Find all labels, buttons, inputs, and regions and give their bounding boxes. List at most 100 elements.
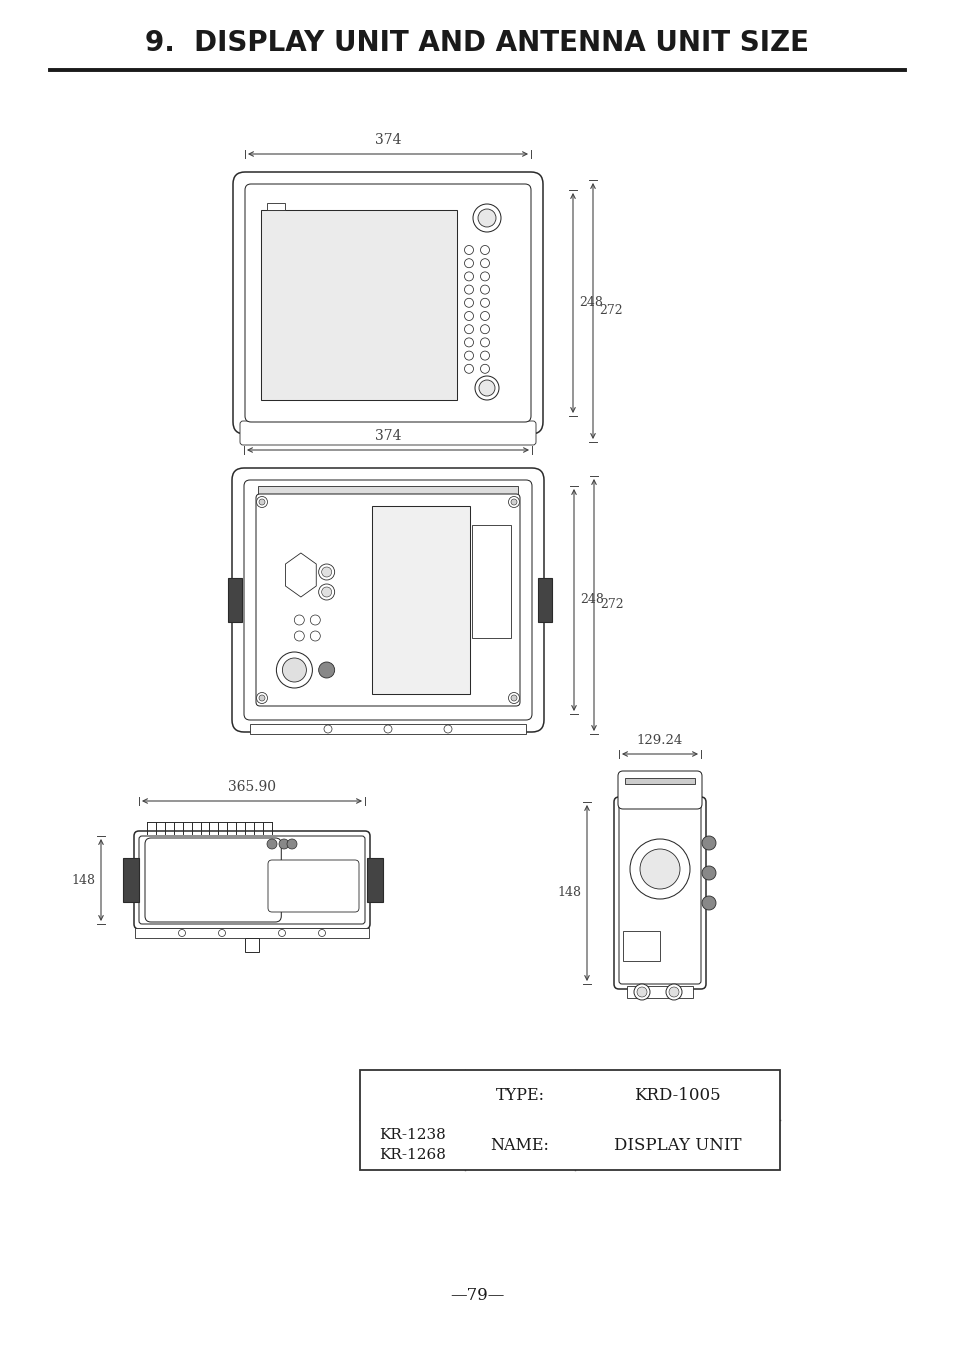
Circle shape: [480, 338, 489, 346]
Circle shape: [464, 325, 473, 334]
Circle shape: [318, 930, 325, 937]
Circle shape: [178, 930, 185, 937]
Polygon shape: [285, 553, 316, 597]
Circle shape: [464, 272, 473, 280]
Text: 248: 248: [579, 593, 603, 607]
Circle shape: [508, 693, 519, 704]
Bar: [359, 1070, 780, 1170]
Bar: [472, 524, 511, 638]
Circle shape: [276, 652, 312, 687]
Circle shape: [464, 364, 473, 373]
Circle shape: [511, 696, 517, 701]
Bar: [253, 187, 522, 198]
Bar: [135, 927, 369, 938]
FancyBboxPatch shape: [232, 468, 543, 732]
Text: DISPLAY UNIT: DISPLAY UNIT: [613, 1136, 740, 1154]
Circle shape: [464, 311, 473, 321]
Circle shape: [278, 838, 289, 849]
FancyBboxPatch shape: [240, 421, 536, 445]
Text: 9.  DISPLAY UNIT AND ANTENNA UNIT SIZE: 9. DISPLAY UNIT AND ANTENNA UNIT SIZE: [145, 30, 808, 57]
Circle shape: [478, 380, 495, 396]
Circle shape: [665, 984, 681, 1000]
Circle shape: [321, 568, 332, 577]
Circle shape: [629, 838, 689, 899]
Circle shape: [287, 838, 296, 849]
Text: 148: 148: [71, 874, 95, 887]
FancyBboxPatch shape: [233, 173, 542, 434]
FancyBboxPatch shape: [133, 830, 370, 929]
FancyBboxPatch shape: [618, 771, 701, 809]
Bar: [228, 578, 242, 621]
FancyBboxPatch shape: [618, 802, 700, 984]
Text: KR-1238: KR-1238: [378, 1128, 445, 1142]
Text: TYPE:: TYPE:: [495, 1086, 544, 1104]
Circle shape: [310, 631, 320, 642]
Circle shape: [324, 725, 332, 733]
Circle shape: [480, 245, 489, 255]
Circle shape: [318, 662, 335, 678]
FancyBboxPatch shape: [255, 493, 519, 706]
Bar: [267, 204, 285, 210]
Circle shape: [464, 350, 473, 360]
Text: NAME:: NAME:: [490, 1136, 549, 1154]
Circle shape: [480, 272, 489, 280]
Circle shape: [480, 298, 489, 307]
Text: 374: 374: [375, 133, 401, 147]
Text: KR-1268: KR-1268: [378, 1148, 445, 1162]
Bar: [261, 210, 456, 400]
Circle shape: [701, 896, 716, 910]
Circle shape: [310, 615, 320, 625]
Bar: [367, 857, 382, 902]
Circle shape: [294, 615, 304, 625]
Circle shape: [480, 311, 489, 321]
FancyBboxPatch shape: [145, 838, 281, 922]
Circle shape: [701, 865, 716, 880]
Circle shape: [637, 987, 646, 998]
Circle shape: [668, 987, 679, 998]
Circle shape: [480, 284, 489, 294]
Text: 248: 248: [578, 297, 602, 310]
Circle shape: [480, 350, 489, 360]
Circle shape: [318, 584, 335, 600]
Circle shape: [464, 259, 473, 268]
Bar: [626, 985, 692, 998]
Circle shape: [473, 204, 500, 232]
Circle shape: [218, 930, 225, 937]
Text: 272: 272: [599, 599, 623, 612]
Circle shape: [464, 298, 473, 307]
Circle shape: [256, 496, 267, 507]
Circle shape: [475, 376, 498, 400]
Circle shape: [258, 499, 265, 506]
Text: 272: 272: [598, 305, 622, 318]
Bar: [257, 487, 517, 496]
Circle shape: [511, 499, 517, 506]
FancyBboxPatch shape: [614, 797, 705, 989]
FancyBboxPatch shape: [245, 183, 531, 422]
FancyBboxPatch shape: [244, 480, 532, 720]
Circle shape: [701, 836, 716, 851]
Circle shape: [480, 259, 489, 268]
Circle shape: [384, 725, 392, 733]
Bar: [250, 724, 525, 735]
Circle shape: [267, 838, 276, 849]
Circle shape: [443, 725, 452, 733]
FancyBboxPatch shape: [139, 836, 365, 923]
Circle shape: [464, 245, 473, 255]
Bar: [245, 938, 258, 952]
Circle shape: [477, 209, 496, 226]
Circle shape: [639, 849, 679, 888]
Circle shape: [256, 693, 267, 704]
Circle shape: [321, 586, 332, 597]
Circle shape: [318, 563, 335, 580]
Text: —79—: —79—: [450, 1287, 503, 1305]
Text: 129.24: 129.24: [637, 735, 682, 747]
Bar: [624, 778, 695, 785]
Circle shape: [258, 696, 265, 701]
Circle shape: [480, 325, 489, 334]
Circle shape: [282, 658, 306, 682]
Circle shape: [480, 364, 489, 373]
Text: 374: 374: [375, 429, 401, 443]
Bar: [537, 578, 552, 621]
FancyBboxPatch shape: [268, 860, 358, 913]
Circle shape: [634, 984, 649, 1000]
